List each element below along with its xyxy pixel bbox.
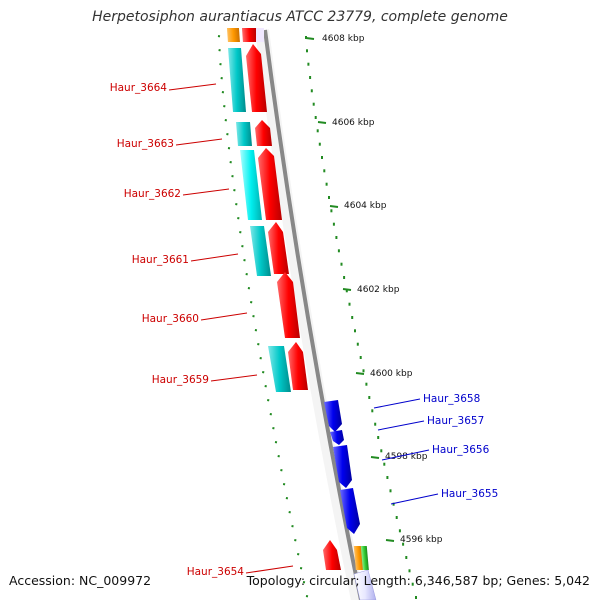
scale-major-tick xyxy=(329,205,339,208)
gene-blue-3656 xyxy=(333,445,352,488)
gene-cyan-3662 xyxy=(240,150,262,220)
gene-cyan-3659 xyxy=(268,346,291,392)
tick-label-4606: 4606 kbp xyxy=(332,118,375,128)
gene-cyan-3664 xyxy=(228,48,246,112)
right-gene-labels: Haur_3658 Haur_3657 Haur_3656 Haur_3655 xyxy=(373,393,498,505)
gene-red-top xyxy=(241,28,257,42)
gene-red-3661 xyxy=(268,222,289,274)
left-gene-labels: Haur_3664 Haur_3663 Haur_3662 Haur_3661 … xyxy=(110,82,294,578)
tick-label-4600: 4600 kbp xyxy=(370,369,413,379)
gene-red-3662 xyxy=(258,148,282,220)
kbp-labels: 4608 kbp 4606 kbp 4604 kbp 4602 kbp 4600… xyxy=(322,34,443,545)
scale-major-tick xyxy=(370,456,380,459)
genome-summary-text: Topology: circular; Length: 6,346,587 bp… xyxy=(246,573,590,588)
gene-features xyxy=(226,28,377,600)
scale-major-tick xyxy=(385,539,395,542)
scale-major-tick xyxy=(305,37,315,40)
tick-label-4608: 4608 kbp xyxy=(322,34,365,44)
gene-green-3654 xyxy=(360,546,369,570)
gene-cyan-3663 xyxy=(236,122,252,146)
gene-blue-3655 xyxy=(340,488,360,534)
gene-red-3654 xyxy=(323,540,341,570)
gene-red-3664 xyxy=(246,44,267,112)
gene-red-3660 xyxy=(277,272,300,338)
left-tick-track xyxy=(217,35,309,598)
gene-red-3663 xyxy=(255,120,272,146)
gene-label-haur-3662: Haur_3662 xyxy=(124,188,181,200)
kbp-scale xyxy=(305,36,417,599)
map-title: Herpetosiphon aurantiacus ATCC 23779, co… xyxy=(92,9,508,25)
gene-label-haur-3658: Haur_3658 xyxy=(423,393,480,405)
scale-major-tick xyxy=(355,372,365,375)
tick-label-4598: 4598 kbp xyxy=(385,452,428,462)
gene-label-haur-3663: Haur_3663 xyxy=(117,138,174,150)
gene-cyan-3661 xyxy=(250,226,271,276)
backbone xyxy=(255,29,365,600)
gene-label-haur-3657: Haur_3657 xyxy=(427,415,484,427)
gene-pale-bottom xyxy=(353,569,377,600)
gene-label-haur-3660: Haur_3660 xyxy=(142,313,199,325)
scale-major-tick xyxy=(317,121,327,124)
accession-text: Accession: NC_009972 xyxy=(9,573,152,588)
gene-label-haur-3655: Haur_3655 xyxy=(441,488,498,500)
gene-blue-3658 xyxy=(324,400,342,432)
gene-label-haur-3654: Haur_3654 xyxy=(187,566,245,578)
tick-label-4596: 4596 kbp xyxy=(400,535,443,545)
gene-orange-top xyxy=(226,28,240,42)
scale-major-tick xyxy=(342,288,352,291)
tick-label-4602: 4602 kbp xyxy=(357,285,400,295)
gene-red-3659 xyxy=(288,342,308,390)
gene-label-haur-3656: Haur_3656 xyxy=(432,444,490,456)
gene-blue-3657 xyxy=(330,430,344,445)
gene-label-haur-3661: Haur_3661 xyxy=(132,254,189,266)
gene-label-haur-3664: Haur_3664 xyxy=(110,82,168,94)
gene-pale-top xyxy=(256,28,264,42)
gene-label-haur-3659: Haur_3659 xyxy=(152,374,209,386)
tick-label-4604: 4604 kbp xyxy=(344,201,387,211)
